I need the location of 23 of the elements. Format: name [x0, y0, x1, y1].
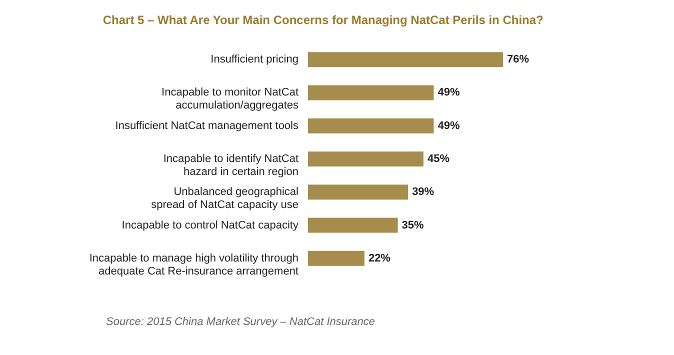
- y-tick-label: Insufficient NatCat management tools: [115, 120, 299, 132]
- data-label: 45%: [427, 153, 450, 165]
- y-tick-label: Unbalanced geographical spread of NatCat capacity use: [151, 186, 298, 212]
- bar: [308, 250, 364, 266]
- data-label: 22%: [368, 252, 391, 264]
- y-tick-label: Insufficient pricing: [210, 54, 298, 66]
- bar: [308, 218, 398, 233]
- bar: [308, 184, 408, 200]
- y-tick-label: Incapable to control NatCat capacity: [122, 219, 299, 232]
- data-label: 49%: [438, 120, 460, 132]
- y-tick-label: Incapable to monitor NatCat accumulation/aggregates: [162, 86, 299, 112]
- bar: [308, 118, 434, 134]
- bar: [308, 85, 434, 100]
- data-label: 76%: [507, 54, 530, 66]
- source-note: Source: 2015 China Market Survey – NatCat Insurance: [106, 316, 376, 328]
- bar: [308, 152, 424, 166]
- chart-title: Chart 5 – What Are Your Main Concerns for Managing NatCat Perils in China?: [102, 13, 544, 27]
- y-tick-label: Incapable to manage high volatility through adequate Cat Re-insurance arrangement: [89, 252, 298, 278]
- y-tick-label: Incapable to identify NatCat hazard in certain region: [163, 153, 298, 178]
- data-label: 35%: [402, 219, 424, 232]
- bar: [308, 52, 503, 68]
- data-label: 39%: [412, 186, 434, 198]
- data-label: 49%: [438, 86, 460, 99]
